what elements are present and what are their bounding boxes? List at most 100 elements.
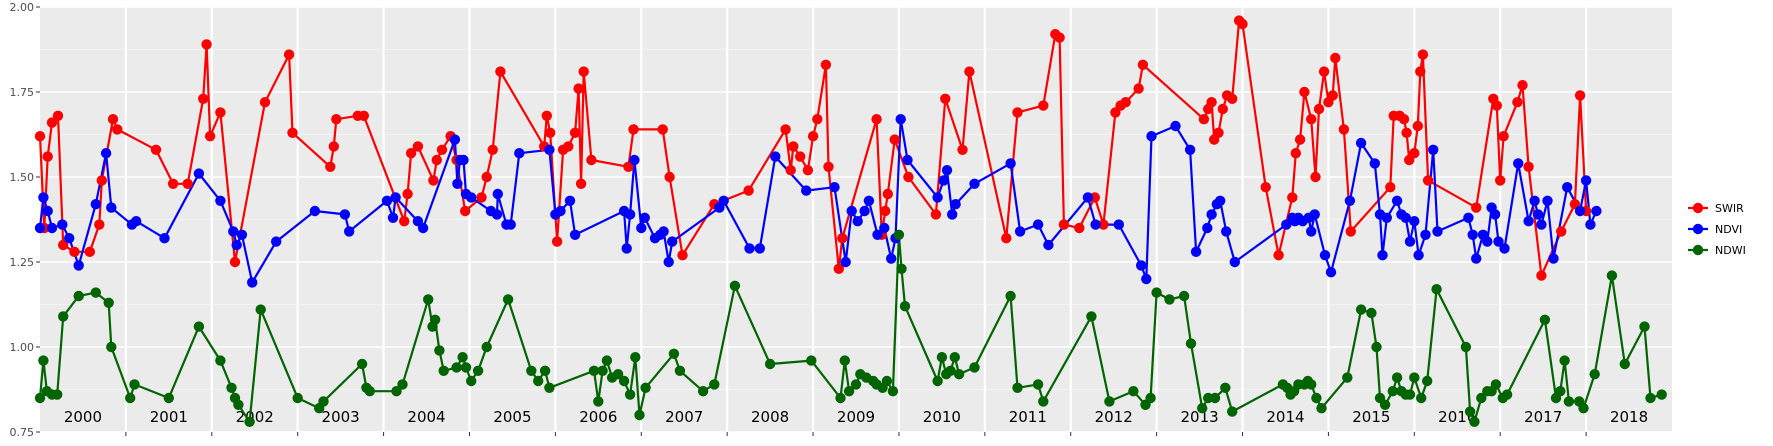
- data-point-ndwi: [1416, 392, 1427, 404]
- data-point-ndwi: [1476, 392, 1487, 404]
- data-point-swir: [94, 219, 105, 230]
- data-point-ndvi: [1463, 212, 1474, 223]
- data-point-ndwi: [533, 375, 544, 387]
- year-label: 2010: [923, 408, 961, 426]
- data-point-ndvi: [309, 205, 321, 217]
- data-point-ndwi: [438, 365, 449, 376]
- data-point-ndvi: [938, 175, 949, 186]
- data-point-swir: [569, 127, 581, 138]
- data-point-ndvi: [1542, 195, 1553, 206]
- data-point-swir: [476, 192, 487, 203]
- data-point-swir: [69, 246, 80, 257]
- data-point-swir: [930, 209, 942, 220]
- data-point-ndwi: [38, 355, 49, 366]
- data-point-swir: [1098, 219, 1109, 230]
- data-point-swir: [1574, 90, 1586, 101]
- data-point-ndwi: [1086, 311, 1097, 322]
- data-point-swir: [182, 178, 193, 189]
- y-tick-label: 1.25: [10, 256, 35, 269]
- data-point-ndvi: [1482, 236, 1493, 247]
- data-point-swir: [167, 178, 179, 189]
- data-point-ndwi: [1371, 341, 1382, 353]
- data-point-swir: [940, 93, 951, 105]
- data-point-ndvi: [840, 256, 851, 268]
- data-point-swir: [541, 110, 552, 122]
- data-point-ndwi: [1606, 270, 1618, 281]
- data-point-ndvi: [339, 209, 351, 220]
- data-point-ndvi: [663, 256, 674, 268]
- data-point-ndwi: [588, 365, 600, 376]
- data-point-ndvi: [1215, 195, 1226, 206]
- data-point-swir: [957, 144, 968, 155]
- data-point-ndvi: [564, 195, 576, 206]
- data-point-ndvi: [1146, 131, 1157, 142]
- data-point-ndwi: [472, 365, 484, 376]
- data-point-ndvi: [886, 253, 897, 264]
- data-point-swir: [1409, 148, 1420, 159]
- data-point-swir: [460, 205, 471, 217]
- data-point-swir: [780, 124, 791, 135]
- y-tick-label: 2.00: [10, 1, 35, 14]
- data-point-ndvi: [1005, 158, 1016, 169]
- data-point-ndvi: [344, 226, 355, 237]
- data-point-ndwi: [397, 379, 408, 390]
- data-point-swir: [1001, 233, 1012, 244]
- data-point-swir: [578, 66, 589, 77]
- data-point-ndvi: [872, 229, 883, 240]
- data-point-swir: [1120, 97, 1131, 108]
- data-point-ndvi: [390, 192, 401, 203]
- data-point-ndvi: [271, 236, 282, 247]
- data-point-ndwi: [839, 355, 850, 366]
- data-point-ndvi: [932, 192, 943, 203]
- data-point-ndvi: [1432, 226, 1443, 237]
- data-point-ndwi: [526, 365, 537, 376]
- data-point-ndwi: [969, 362, 980, 373]
- y-tick-label: 1.50: [10, 171, 35, 184]
- data-point-ndvi: [1221, 226, 1232, 237]
- data-point-ndwi: [806, 355, 817, 366]
- data-point-ndvi: [73, 260, 84, 271]
- data-point-ndvi: [879, 222, 890, 234]
- data-point-ndwi: [429, 314, 441, 325]
- data-point-ndwi: [1128, 386, 1139, 397]
- data-point-ndvi: [1190, 246, 1202, 257]
- data-point-ndvi: [100, 148, 112, 159]
- data-point-swir: [1237, 18, 1248, 30]
- data-point-swir: [882, 188, 893, 200]
- data-point-swir: [1310, 171, 1321, 183]
- data-point-ndvi: [1170, 120, 1181, 132]
- data-point-swir: [1227, 93, 1238, 105]
- data-point-ndwi: [674, 365, 686, 376]
- data-point-swir: [1294, 134, 1306, 145]
- data-point-swir: [1498, 131, 1509, 142]
- legend: SWIR NDVI NDWI: [1688, 202, 1746, 257]
- data-point-ndvi: [231, 239, 242, 251]
- data-point-ndwi: [1422, 375, 1433, 387]
- data-point-swir: [880, 205, 891, 217]
- data-point-ndvi: [636, 222, 647, 234]
- data-point-swir: [1133, 83, 1144, 94]
- data-point-swir: [1290, 148, 1302, 159]
- data-point-ndvi: [1306, 226, 1317, 237]
- legend-label: NDWI: [1715, 244, 1746, 257]
- data-point-ndvi: [969, 178, 980, 189]
- data-point-ndvi: [1281, 219, 1292, 230]
- data-point-ndvi: [1404, 236, 1416, 247]
- data-point-swir: [1306, 114, 1317, 125]
- data-point-ndvi: [63, 233, 75, 244]
- data-point-ndvi: [38, 192, 49, 203]
- data-point-ndwi: [1355, 304, 1367, 315]
- data-point-swir: [551, 236, 563, 247]
- data-point-swir: [204, 131, 216, 142]
- data-point-ndwi: [709, 379, 720, 390]
- data-point-ndwi: [932, 375, 943, 387]
- data-point-ndvi: [950, 199, 961, 210]
- data-point-swir: [889, 134, 900, 145]
- y-axis: 0.75 1.00 1.25 1.50 1.75 2.00: [10, 1, 40, 439]
- data-point-swir: [1338, 124, 1350, 135]
- data-point-ndwi: [1490, 379, 1502, 390]
- data-point-swir: [743, 185, 754, 196]
- data-point-ndwi: [1038, 396, 1049, 407]
- y-tick-label: 0.75: [10, 426, 35, 439]
